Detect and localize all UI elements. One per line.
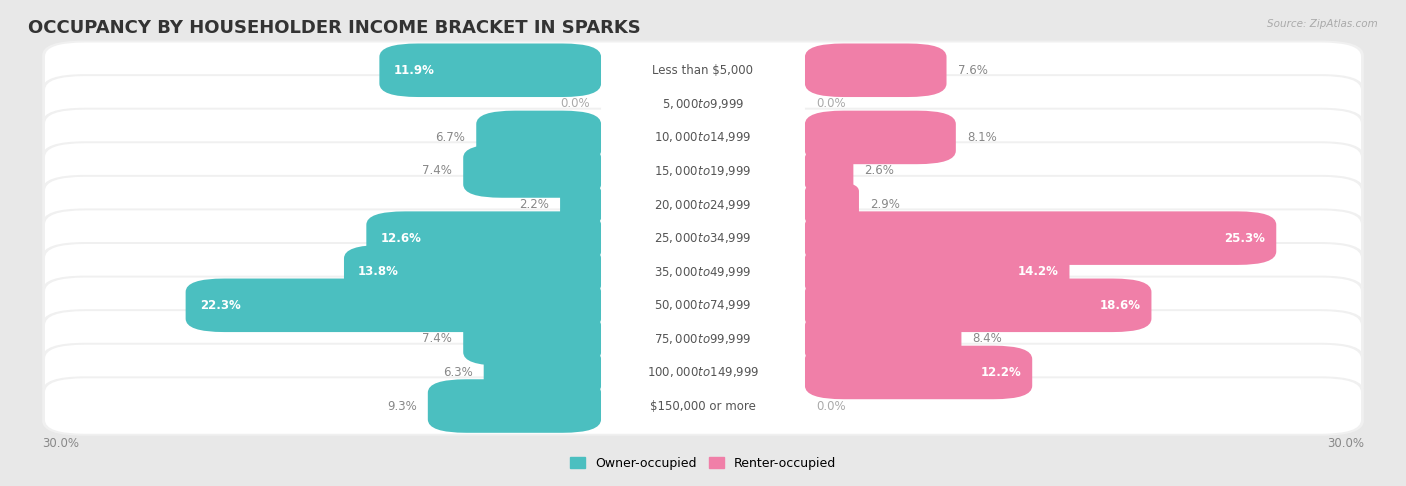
FancyBboxPatch shape: [806, 149, 853, 193]
Text: 30.0%: 30.0%: [42, 437, 79, 451]
Text: OCCUPANCY BY HOUSEHOLDER INCOME BRACKET IN SPARKS: OCCUPANCY BY HOUSEHOLDER INCOME BRACKET …: [28, 19, 641, 37]
FancyBboxPatch shape: [806, 278, 1152, 332]
FancyBboxPatch shape: [186, 278, 602, 332]
FancyBboxPatch shape: [45, 42, 1361, 98]
FancyBboxPatch shape: [806, 111, 956, 164]
FancyBboxPatch shape: [602, 312, 806, 365]
Text: $75,000 to $99,999: $75,000 to $99,999: [654, 332, 752, 346]
FancyBboxPatch shape: [45, 278, 1361, 333]
Text: $20,000 to $24,999: $20,000 to $24,999: [654, 198, 752, 211]
FancyBboxPatch shape: [602, 211, 806, 265]
FancyBboxPatch shape: [463, 312, 602, 365]
FancyBboxPatch shape: [463, 144, 602, 198]
FancyBboxPatch shape: [427, 379, 602, 433]
Text: 22.3%: 22.3%: [200, 299, 240, 312]
Text: 0.0%: 0.0%: [815, 399, 846, 413]
FancyBboxPatch shape: [45, 210, 1361, 266]
Text: 6.3%: 6.3%: [443, 366, 472, 379]
FancyBboxPatch shape: [45, 345, 1361, 400]
FancyBboxPatch shape: [45, 244, 1361, 299]
FancyBboxPatch shape: [806, 211, 1277, 265]
Text: $15,000 to $19,999: $15,000 to $19,999: [654, 164, 752, 178]
FancyBboxPatch shape: [45, 143, 1361, 199]
Text: 7.4%: 7.4%: [422, 164, 451, 177]
Text: $35,000 to $49,999: $35,000 to $49,999: [654, 265, 752, 278]
Text: 12.6%: 12.6%: [381, 232, 422, 244]
Text: 7.6%: 7.6%: [957, 64, 987, 77]
FancyBboxPatch shape: [42, 242, 1364, 301]
FancyBboxPatch shape: [602, 144, 806, 198]
Text: 13.8%: 13.8%: [359, 265, 399, 278]
FancyBboxPatch shape: [367, 211, 602, 265]
FancyBboxPatch shape: [45, 76, 1361, 132]
Text: 8.1%: 8.1%: [967, 131, 997, 144]
FancyBboxPatch shape: [602, 77, 806, 131]
FancyBboxPatch shape: [45, 110, 1361, 165]
Text: 6.7%: 6.7%: [434, 131, 465, 144]
Text: 14.2%: 14.2%: [1018, 265, 1059, 278]
FancyBboxPatch shape: [602, 379, 806, 433]
FancyBboxPatch shape: [806, 346, 1032, 399]
FancyBboxPatch shape: [602, 43, 806, 97]
FancyBboxPatch shape: [560, 184, 602, 225]
Text: 12.2%: 12.2%: [980, 366, 1021, 379]
Text: 9.3%: 9.3%: [387, 399, 416, 413]
Text: $10,000 to $14,999: $10,000 to $14,999: [654, 130, 752, 144]
Text: Source: ZipAtlas.com: Source: ZipAtlas.com: [1267, 19, 1378, 30]
FancyBboxPatch shape: [806, 312, 962, 365]
FancyBboxPatch shape: [380, 43, 602, 97]
Text: 30.0%: 30.0%: [1327, 437, 1364, 451]
Text: 2.6%: 2.6%: [865, 164, 894, 177]
FancyBboxPatch shape: [42, 208, 1364, 268]
Text: 2.9%: 2.9%: [870, 198, 900, 211]
Text: 25.3%: 25.3%: [1225, 232, 1265, 244]
FancyBboxPatch shape: [806, 245, 1070, 298]
FancyBboxPatch shape: [602, 278, 806, 332]
FancyBboxPatch shape: [42, 108, 1364, 167]
FancyBboxPatch shape: [602, 245, 806, 298]
FancyBboxPatch shape: [45, 177, 1361, 232]
FancyBboxPatch shape: [602, 111, 806, 164]
FancyBboxPatch shape: [42, 175, 1364, 234]
Text: $150,000 or more: $150,000 or more: [650, 399, 756, 413]
FancyBboxPatch shape: [806, 43, 946, 97]
Legend: Owner-occupied, Renter-occupied: Owner-occupied, Renter-occupied: [565, 452, 841, 475]
Text: 7.4%: 7.4%: [422, 332, 451, 346]
Text: 18.6%: 18.6%: [1099, 299, 1140, 312]
Text: $25,000 to $34,999: $25,000 to $34,999: [654, 231, 752, 245]
FancyBboxPatch shape: [806, 182, 859, 227]
FancyBboxPatch shape: [344, 245, 602, 298]
Text: 11.9%: 11.9%: [394, 64, 434, 77]
FancyBboxPatch shape: [42, 276, 1364, 335]
FancyBboxPatch shape: [602, 178, 806, 231]
FancyBboxPatch shape: [42, 74, 1364, 134]
FancyBboxPatch shape: [42, 309, 1364, 368]
FancyBboxPatch shape: [42, 141, 1364, 201]
FancyBboxPatch shape: [602, 346, 806, 399]
FancyBboxPatch shape: [42, 40, 1364, 100]
Text: 2.2%: 2.2%: [519, 198, 548, 211]
Text: $5,000 to $9,999: $5,000 to $9,999: [662, 97, 744, 111]
FancyBboxPatch shape: [45, 378, 1361, 434]
FancyBboxPatch shape: [45, 311, 1361, 366]
FancyBboxPatch shape: [484, 346, 602, 399]
Text: Less than $5,000: Less than $5,000: [652, 64, 754, 77]
Text: $50,000 to $74,999: $50,000 to $74,999: [654, 298, 752, 312]
FancyBboxPatch shape: [42, 343, 1364, 402]
FancyBboxPatch shape: [477, 111, 602, 164]
Text: $100,000 to $149,999: $100,000 to $149,999: [647, 365, 759, 380]
Text: 0.0%: 0.0%: [560, 97, 591, 110]
Text: 8.4%: 8.4%: [973, 332, 1002, 346]
FancyBboxPatch shape: [42, 376, 1364, 436]
Text: 0.0%: 0.0%: [815, 97, 846, 110]
